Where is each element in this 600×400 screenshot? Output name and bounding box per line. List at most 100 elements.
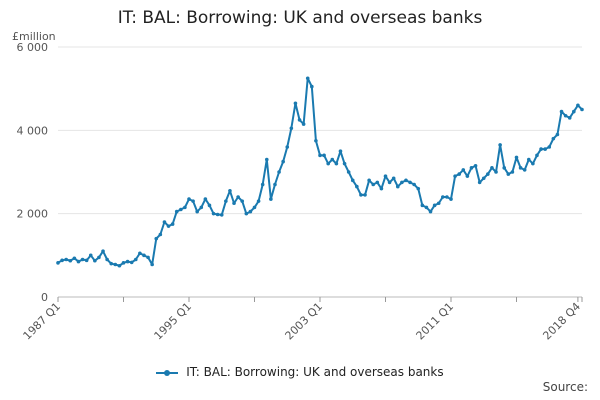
data-point[interactable] xyxy=(199,205,204,210)
data-point[interactable] xyxy=(158,232,163,237)
data-point[interactable] xyxy=(191,199,195,203)
data-point[interactable] xyxy=(363,193,367,197)
data-point[interactable] xyxy=(166,224,171,228)
data-point[interactable] xyxy=(359,193,363,197)
data-point[interactable] xyxy=(301,122,306,126)
data-point[interactable] xyxy=(457,172,461,176)
data-point[interactable] xyxy=(428,209,433,214)
data-point[interactable] xyxy=(146,255,150,260)
data-point[interactable] xyxy=(551,136,556,141)
data-point[interactable] xyxy=(68,258,73,263)
data-point[interactable] xyxy=(228,188,232,193)
data-point[interactable] xyxy=(371,182,376,187)
data-point[interactable] xyxy=(260,182,265,187)
data-point[interactable] xyxy=(539,147,543,151)
data-point[interactable] xyxy=(285,145,290,149)
data-point[interactable] xyxy=(211,211,216,216)
data-point[interactable] xyxy=(416,186,421,191)
data-point[interactable] xyxy=(547,145,552,149)
data-point[interactable] xyxy=(490,166,494,170)
data-point[interactable] xyxy=(305,76,310,81)
data-point[interactable] xyxy=(498,143,502,147)
data-point[interactable] xyxy=(138,251,142,256)
data-point[interactable] xyxy=(76,259,81,264)
data-point[interactable] xyxy=(563,113,568,118)
data-point[interactable] xyxy=(273,182,277,187)
data-point[interactable] xyxy=(162,220,167,224)
data-point[interactable] xyxy=(453,174,457,178)
data-point[interactable] xyxy=(502,166,507,170)
data-point[interactable] xyxy=(408,180,412,185)
data-point[interactable] xyxy=(445,195,449,199)
data-point[interactable] xyxy=(379,186,384,191)
data-point[interactable] xyxy=(174,209,179,214)
data-point[interactable] xyxy=(170,222,175,226)
data-point[interactable] xyxy=(125,259,130,264)
data-point[interactable] xyxy=(203,197,208,201)
data-point[interactable] xyxy=(559,109,564,114)
data-point[interactable] xyxy=(109,261,114,266)
data-point[interactable] xyxy=(387,180,392,185)
data-point[interactable] xyxy=(432,203,437,208)
data-point[interactable] xyxy=(473,163,478,168)
data-point[interactable] xyxy=(293,101,298,106)
data-point[interactable] xyxy=(142,253,146,258)
data-point[interactable] xyxy=(219,213,224,217)
data-point[interactable] xyxy=(244,211,249,216)
data-point[interactable] xyxy=(506,172,511,176)
data-point[interactable] xyxy=(461,168,466,172)
data-point[interactable] xyxy=(514,155,519,160)
data-point[interactable] xyxy=(367,178,371,183)
data-point[interactable] xyxy=(383,174,388,178)
data-point[interactable] xyxy=(183,205,187,210)
data-point[interactable] xyxy=(84,258,89,263)
data-point[interactable] xyxy=(269,197,273,201)
data-point[interactable] xyxy=(80,257,85,262)
data-point[interactable] xyxy=(535,153,539,158)
data-point[interactable] xyxy=(494,170,498,174)
data-point[interactable] xyxy=(310,84,314,89)
data-point[interactable] xyxy=(129,260,134,265)
data-point[interactable] xyxy=(580,107,584,112)
data-point[interactable] xyxy=(133,257,138,262)
data-point[interactable] xyxy=(334,161,339,166)
data-point[interactable] xyxy=(264,157,269,162)
data-point[interactable] xyxy=(105,257,109,262)
data-point[interactable] xyxy=(215,212,220,217)
data-point[interactable] xyxy=(187,197,191,201)
data-point[interactable] xyxy=(449,197,453,201)
data-point[interactable] xyxy=(391,176,396,181)
data-point[interactable] xyxy=(441,195,445,199)
data-point[interactable] xyxy=(297,118,302,122)
data-point[interactable] xyxy=(252,205,257,210)
data-point[interactable] xyxy=(567,116,572,120)
data-point[interactable] xyxy=(375,180,380,185)
data-point[interactable] xyxy=(281,159,285,164)
data-point[interactable] xyxy=(56,261,60,265)
data-point[interactable] xyxy=(150,262,154,267)
data-point[interactable] xyxy=(404,178,408,183)
data-point[interactable] xyxy=(346,170,351,174)
data-point[interactable] xyxy=(469,166,474,170)
data-point[interactable] xyxy=(436,201,441,206)
data-point[interactable] xyxy=(224,199,228,203)
data-point[interactable] xyxy=(195,209,199,214)
data-point[interactable] xyxy=(338,149,343,153)
data-point[interactable] xyxy=(531,161,535,166)
data-point[interactable] xyxy=(232,201,236,206)
data-point[interactable] xyxy=(510,170,515,174)
data-point[interactable] xyxy=(207,203,212,208)
data-point[interactable] xyxy=(117,263,122,268)
data-point[interactable] xyxy=(342,161,347,166)
data-point[interactable] xyxy=(248,209,253,214)
data-point[interactable] xyxy=(289,126,294,131)
data-point[interactable] xyxy=(477,180,482,185)
data-point[interactable] xyxy=(64,257,68,262)
data-point[interactable] xyxy=(350,178,355,183)
data-point[interactable] xyxy=(522,168,527,172)
data-point[interactable] xyxy=(555,132,560,137)
data-point[interactable] xyxy=(101,249,105,253)
data-point[interactable] xyxy=(314,138,318,143)
data-point[interactable] xyxy=(518,166,523,170)
data-point[interactable] xyxy=(113,262,118,267)
